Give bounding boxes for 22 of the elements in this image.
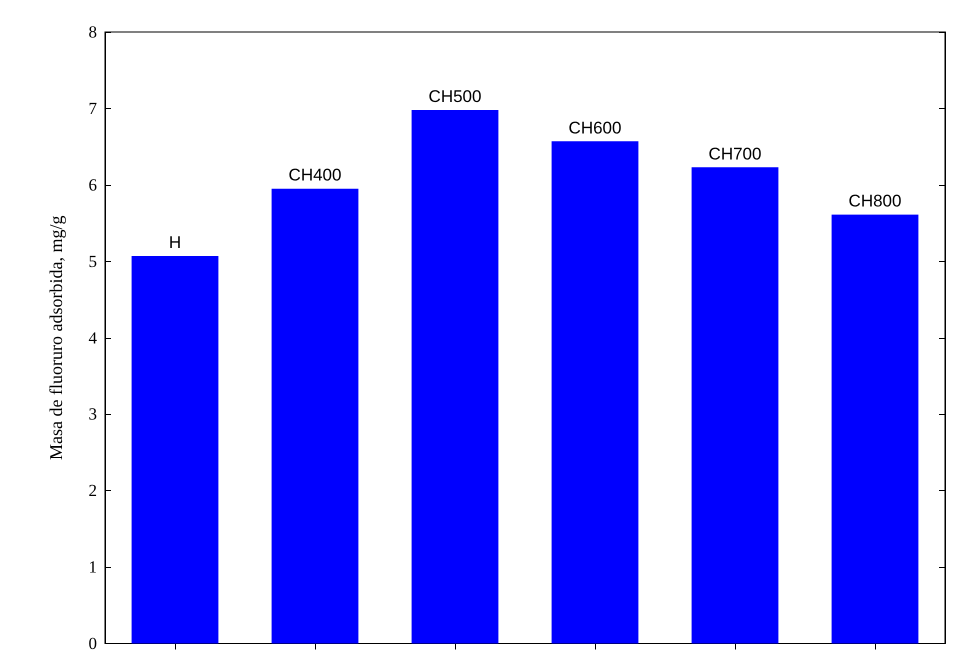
bar: [692, 167, 778, 644]
y-tick-label: 4: [88, 328, 98, 348]
y-tick-label: 0: [88, 634, 97, 653]
x-tick-label: CH600: [568, 118, 622, 138]
x-tick-label: H: [168, 232, 182, 252]
y-tick-label: 3: [88, 404, 97, 424]
x-tick-label: CH700: [708, 144, 762, 164]
y-tick-label: 1: [88, 558, 97, 577]
y-tick-label: 6: [88, 175, 97, 194]
bar: [272, 188, 358, 644]
bar: [832, 214, 918, 644]
x-tick-label: CH400: [288, 166, 342, 185]
y-tick-label: 8: [88, 22, 97, 42]
bar: [132, 256, 218, 644]
x-tick-label: CH500: [428, 86, 482, 106]
x-tick-label: CH800: [848, 192, 902, 211]
bar: [552, 141, 638, 644]
y-tick-label: 2: [88, 481, 97, 500]
y-axis-title: Masa de fluoruro adsorbida, mg/g: [46, 216, 66, 460]
bar: [412, 110, 498, 644]
y-tick-label: 7: [88, 98, 98, 118]
y-tick-label: 5: [88, 252, 97, 271]
